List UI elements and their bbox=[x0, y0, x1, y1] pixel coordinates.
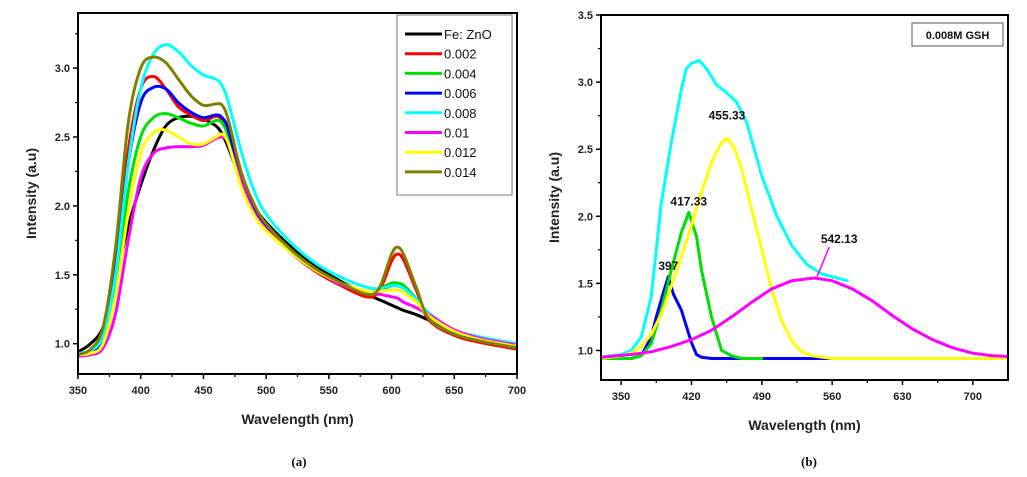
x-tick-label: 560 bbox=[823, 391, 841, 403]
legend-label: Fe: ZnO bbox=[444, 27, 492, 42]
y-tick-label: 3.5 bbox=[578, 10, 593, 22]
x-tick-label: 550 bbox=[320, 385, 338, 397]
x-tick-label: 350 bbox=[612, 391, 630, 403]
y-tick-label: 2.5 bbox=[578, 144, 593, 156]
x-tick-label: 630 bbox=[893, 391, 911, 403]
legend-item: 0.01 bbox=[405, 126, 469, 141]
chart-panel-b: 350 420 490 560 630 700 1.0 1.5 2.0 2.5 3.0 3.5 Wave… bbox=[546, 10, 1009, 469]
legend-item: 0.004 bbox=[405, 66, 477, 81]
x-tick-label: 700 bbox=[964, 391, 982, 403]
x-tick-label: 700 bbox=[508, 385, 526, 397]
y-tick-label: 3.0 bbox=[55, 63, 70, 75]
legend: 0.008M GSH bbox=[911, 22, 1004, 47]
plot-frame bbox=[600, 14, 1009, 381]
plot-area bbox=[78, 43, 517, 358]
legend-box bbox=[396, 14, 513, 196]
legend-item: 0.008 bbox=[405, 106, 477, 121]
peak-annotation: 397 bbox=[658, 259, 678, 273]
x-tick-label: 350 bbox=[69, 385, 87, 397]
y-tick-label: 1.0 bbox=[578, 345, 593, 357]
legend-box bbox=[911, 22, 1004, 47]
legend-label: 0.014 bbox=[444, 165, 477, 180]
series-line-peak-542-13 bbox=[601, 276, 1008, 359]
x-tick-label: 400 bbox=[132, 385, 150, 397]
series-line-peak-455-33 bbox=[601, 137, 1008, 360]
series-line-peak-397 bbox=[601, 275, 849, 360]
plot-area bbox=[601, 59, 1008, 360]
legend-item: Fe: ZnO bbox=[405, 27, 492, 42]
y-tick-label: 2.0 bbox=[55, 201, 70, 213]
series-line-measured-0-008m-gsh- bbox=[601, 59, 849, 359]
legend-label: 0.012 bbox=[444, 145, 477, 160]
legend: Fe: ZnO 0.002 0.004 0.006 0.008 0.01 0.012 0.01… bbox=[396, 14, 513, 196]
y-tick-label: 1.0 bbox=[55, 339, 70, 351]
series-line-0-012 bbox=[78, 128, 517, 357]
legend-item: 0.006 bbox=[405, 86, 477, 101]
panel-caption: (b) bbox=[801, 454, 817, 469]
legend-item: 0.012 bbox=[405, 145, 477, 160]
series-line-0-01 bbox=[78, 135, 517, 358]
x-tick-label: 450 bbox=[194, 385, 212, 397]
legend-label: 0.008 bbox=[444, 106, 477, 121]
x-axis-title: Wavelength (nm) bbox=[241, 411, 353, 427]
y-axis-title: Intensity (a.u) bbox=[23, 148, 39, 239]
chart-panel-a: 350 400 450 500 550 600 650 700 1.0 1.5 2.0 2.5 3.0 W… bbox=[23, 12, 526, 469]
y-tick-label: 1.5 bbox=[55, 270, 70, 282]
peak-annotation: 542.13 bbox=[821, 232, 858, 246]
legend-label: 0.002 bbox=[444, 47, 477, 62]
series-line-0-014 bbox=[78, 55, 517, 357]
legend-label: 0.006 bbox=[444, 86, 477, 101]
x-tick-label: 490 bbox=[753, 391, 771, 403]
x-tick-label: 420 bbox=[682, 391, 700, 403]
x-tick-label: 600 bbox=[382, 385, 400, 397]
legend-item: 0.002 bbox=[405, 47, 477, 62]
legend-label: 0.004 bbox=[444, 66, 477, 81]
series-line-peak-417-33 bbox=[601, 210, 764, 360]
y-tick-label: 3.0 bbox=[578, 77, 593, 89]
peak-annotation: 455.33 bbox=[709, 109, 746, 123]
legend-item: 0.014 bbox=[405, 165, 477, 180]
annotation-arrow bbox=[816, 246, 830, 277]
legend-label: 0.01 bbox=[444, 126, 469, 141]
peak-annotation: 417.33 bbox=[670, 195, 707, 209]
y-axis-title: Intensity (a.u) bbox=[546, 152, 562, 243]
series-line-0-008 bbox=[78, 43, 517, 355]
panel-caption: (a) bbox=[291, 454, 306, 469]
x-tick-label: 500 bbox=[257, 385, 275, 397]
y-tick-label: 2.0 bbox=[578, 211, 593, 223]
x-tick-label: 650 bbox=[445, 385, 463, 397]
y-tick-label: 1.5 bbox=[578, 278, 593, 290]
legend-label: 0.008M GSH bbox=[926, 30, 990, 42]
x-axis-title: Wavelength (nm) bbox=[748, 417, 860, 433]
y-tick-label: 2.5 bbox=[55, 132, 70, 144]
